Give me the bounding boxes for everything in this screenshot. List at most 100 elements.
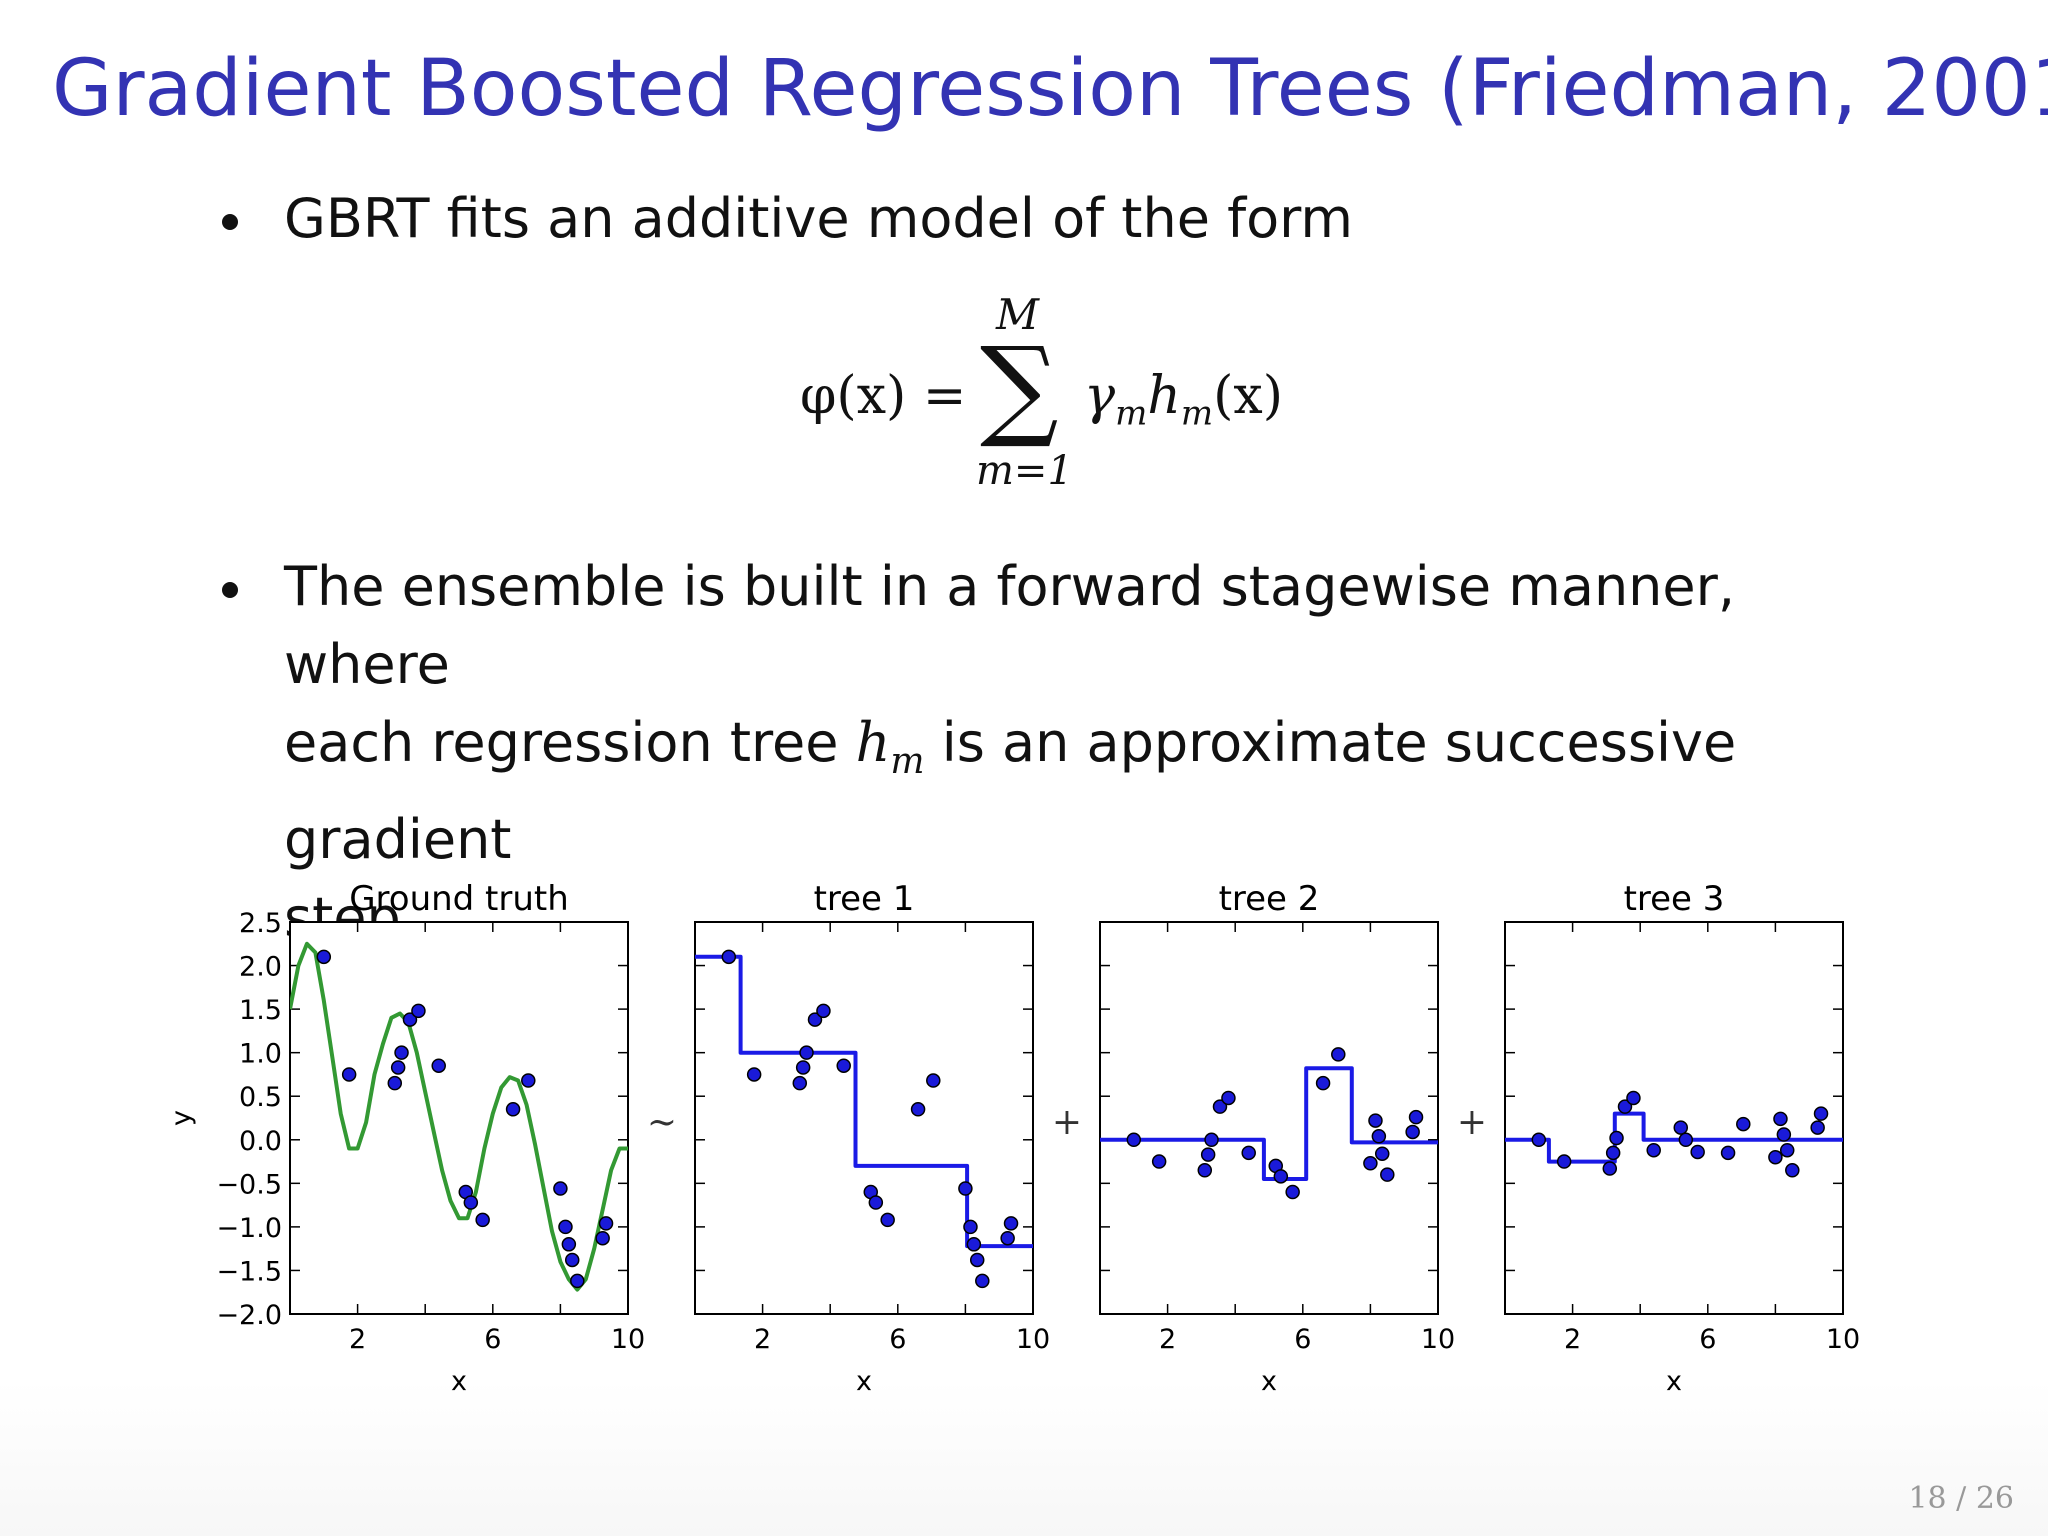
- panel-2-data-point: [868, 1195, 884, 1210]
- panel-3-xtick-label: 6: [1294, 1324, 1311, 1355]
- panel-1-ytick-label: 2.0: [239, 952, 282, 983]
- panel-2-data-point: [795, 1060, 811, 1075]
- panel-1-ytick-label: 1.0: [239, 1039, 282, 1070]
- panel-3-data-point: [1126, 1132, 1142, 1148]
- panel-1-data-point: [387, 1075, 403, 1091]
- panel-3-frame: [1099, 921, 1439, 1315]
- equation: φ(x) = M ∑ m=1 γmhm(x): [800, 290, 1420, 520]
- panel-4-data-point: [1690, 1144, 1705, 1160]
- panel-3-data-point: [1197, 1163, 1213, 1178]
- panel-4-data-point: [1779, 1142, 1795, 1158]
- panel-1-data-point: [402, 1012, 418, 1027]
- panel-1-ytick-label: 0.0: [239, 1126, 282, 1157]
- panel-2-data-point: [966, 1237, 982, 1252]
- panel-2-data-point: [836, 1058, 851, 1073]
- panel-2-xtick-label: 6: [889, 1324, 906, 1355]
- panel-1-data-point: [505, 1102, 521, 1117]
- panel-3-xlabel: x: [1261, 1366, 1277, 1397]
- bullet-dot: [222, 214, 238, 230]
- panel-1-data-point: [598, 1216, 614, 1231]
- panel-1-data-point: [558, 1219, 573, 1235]
- bullet-2-line-2: each regression tree hm is an approximat…: [284, 704, 1902, 879]
- panel-1-ytick-label: −1.5: [216, 1256, 282, 1287]
- panel-3-data-point: [1241, 1145, 1256, 1161]
- panel-3-data-point: [1151, 1154, 1167, 1169]
- operator-2: +: [1052, 1102, 1082, 1143]
- panel-1-data-point: [561, 1237, 577, 1252]
- panel-2-data-point: [958, 1181, 973, 1196]
- panel-1-data-point: [341, 1067, 357, 1082]
- equation-gamma: γ: [1084, 366, 1116, 426]
- panel-4-data-point: [1673, 1120, 1689, 1135]
- panel-4-xlabel: x: [1666, 1366, 1682, 1397]
- panel-1-ytick-label: −2.0: [216, 1300, 282, 1331]
- panel-4-data-point: [1609, 1130, 1624, 1146]
- panel-3-data-point: [1363, 1156, 1378, 1171]
- equation-h: h: [1147, 366, 1181, 426]
- panel-4-data-point: [1768, 1149, 1783, 1165]
- panel-4-xtick-label: 6: [1699, 1324, 1716, 1355]
- panel-2-xtick-label: 2: [754, 1324, 771, 1355]
- panel-2-data-point: [746, 1067, 762, 1082]
- panel-3-data-point: [1273, 1169, 1289, 1184]
- bullet-1-text: GBRT fits an additive model of the form: [284, 187, 1353, 250]
- bullet-2-h-sub: m: [890, 740, 925, 782]
- panel-3-title: tree 2: [1219, 879, 1320, 919]
- panel-2-data-point: [816, 1003, 831, 1019]
- panel-2-xlabel: x: [856, 1366, 872, 1397]
- panel-4-data-point: [1736, 1116, 1751, 1132]
- panel-4-data-point: [1785, 1163, 1800, 1178]
- panel-2-data-point: [792, 1075, 808, 1091]
- panel-2-data-point: [880, 1212, 895, 1228]
- panel-3-data-point: [1374, 1146, 1390, 1161]
- panel-1-ytick-label: −1.0: [216, 1213, 282, 1244]
- page-number: 18 / 26: [1908, 1481, 2014, 1516]
- equation-sigma: ∑: [980, 323, 1059, 451]
- panel-4-data-point: [1773, 1111, 1788, 1127]
- panel-1-ytick-label: 1.5: [239, 995, 282, 1026]
- panel-1-data-point: [475, 1212, 490, 1228]
- panel-1-data-point: [553, 1181, 568, 1196]
- panel-4-xtick-label: 10: [1826, 1324, 1860, 1355]
- panel-4-data-point: [1626, 1090, 1641, 1106]
- panel-3-data-point: [1368, 1113, 1383, 1128]
- panel-1-xlabel: x: [451, 1366, 467, 1397]
- panel-4-xtick-label: 2: [1564, 1324, 1581, 1355]
- panel-3-data-point: [1212, 1099, 1228, 1114]
- panel-1-data-point: [564, 1252, 580, 1268]
- panel-4-data-point: [1810, 1120, 1825, 1135]
- panel-3-data-point: [1380, 1167, 1395, 1182]
- panel-4-data-point: [1602, 1161, 1618, 1176]
- panel-4-data-point: [1813, 1106, 1829, 1121]
- figure-panels: Ground truth 2.5 2.0 1.5 1.0 0.5 0.0 −0.5 −1.0 −1…: [166, 879, 1860, 1397]
- panel-2-data-point: [969, 1252, 985, 1268]
- panel-3-data-point: [1204, 1132, 1219, 1148]
- panel-1-xtick-label: 10: [611, 1324, 645, 1355]
- panel-3-xtick-label: 10: [1421, 1324, 1455, 1355]
- equation-sum-upper: M: [996, 290, 1040, 339]
- panel-3-series-line: [1100, 1066, 1438, 1181]
- panel-4-frame: [1504, 921, 1844, 1315]
- panel-1-ylabel: y: [166, 1110, 197, 1126]
- bullet-2-line-2-b: is an approximate successive gradient: [284, 711, 1737, 871]
- bullet-2-line-1: The ensemble is built in a forward stage…: [284, 555, 1735, 696]
- panel-2-data-point: [1000, 1230, 1015, 1246]
- panel-2-data-point: [807, 1012, 823, 1027]
- panel-2-data-point: [975, 1273, 990, 1289]
- equation-rhs: γmhm(x): [1084, 366, 1283, 433]
- panel-2-title: tree 1: [814, 879, 915, 919]
- panel-3-data-point: [1315, 1075, 1331, 1091]
- panel-2-data-point: [1003, 1216, 1019, 1231]
- panel-4-data-point: [1617, 1099, 1633, 1114]
- panel-4-data-point: [1678, 1132, 1694, 1148]
- background-fade: [0, 1380, 2048, 1536]
- panel-1-data-point: [463, 1195, 479, 1210]
- panel-4-data-point: [1556, 1154, 1572, 1169]
- panel-1-data-point: [595, 1230, 610, 1246]
- panel-1-title: Ground truth: [349, 879, 569, 919]
- panel-4-title: tree 3: [1624, 879, 1725, 919]
- panel-4-data-point: [1776, 1127, 1792, 1142]
- panel-3-data-point: [1285, 1184, 1300, 1200]
- panel-2-data-point: [799, 1045, 814, 1060]
